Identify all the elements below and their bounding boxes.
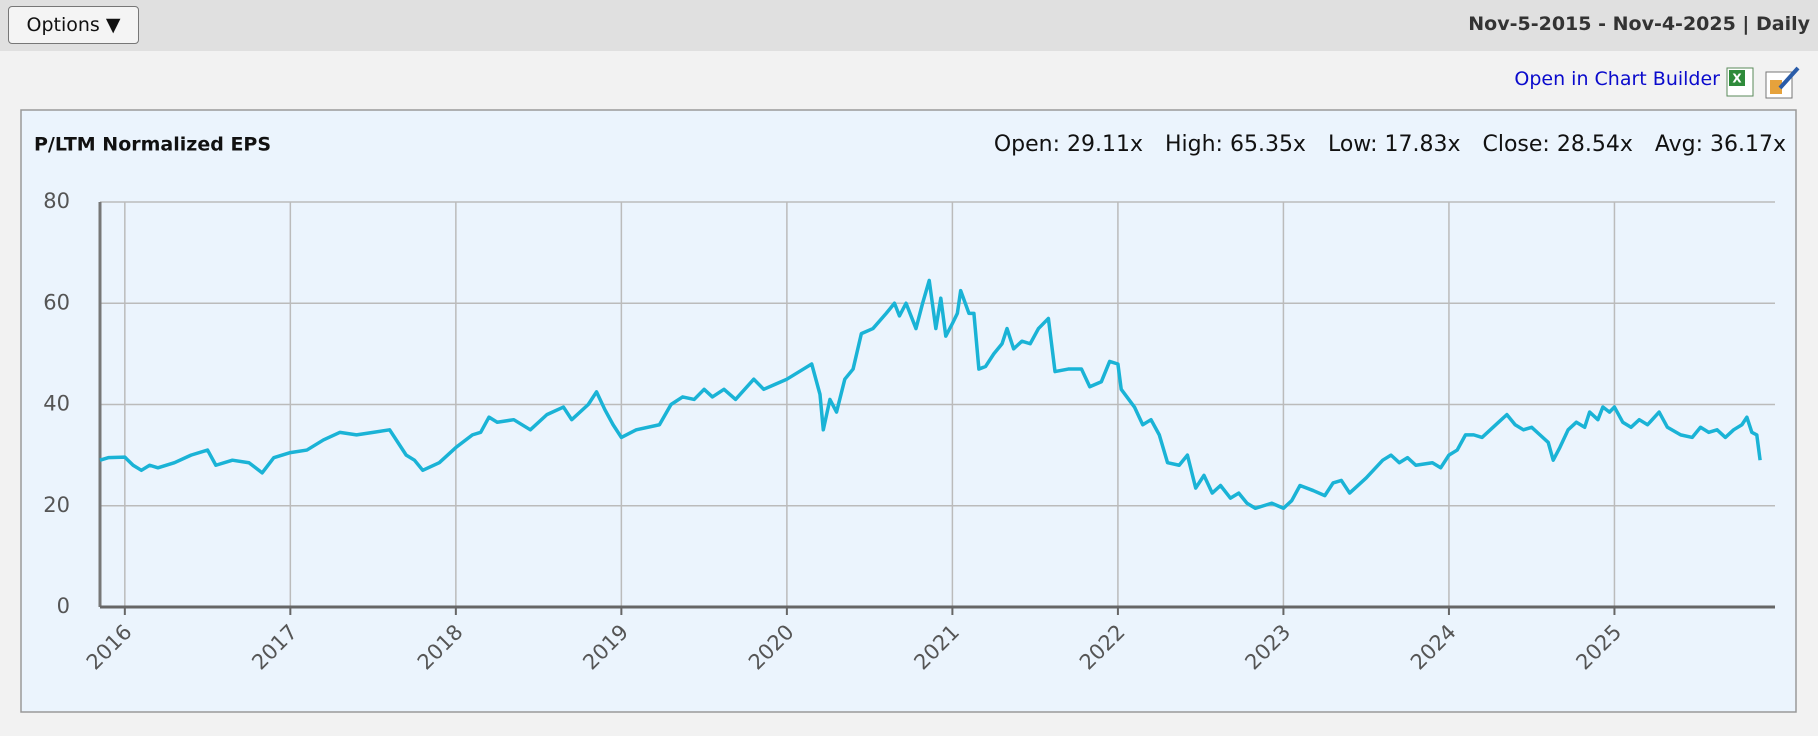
chart-box (20, 109, 1797, 713)
y-tick-label: 20 (43, 493, 70, 517)
date-range: Nov-5-2015 - Nov-4-2025 | Daily (1468, 13, 1810, 35)
stat: Avg: 36.17x (1655, 132, 1786, 157)
chart-edit-icon[interactable] (1765, 66, 1800, 99)
stat: Open: 29.11x (994, 132, 1143, 157)
y-tick-label: 0 (57, 594, 70, 618)
chart-builder-link[interactable]: Open in Chart Builder (1514, 68, 1720, 90)
series-line (99, 278, 1762, 511)
chart-title: P/LTM Normalized EPS (34, 134, 271, 156)
svg-text:X: X (1732, 72, 1742, 86)
y-tick-label: 60 (43, 290, 70, 314)
y-tick-label: 40 (43, 392, 70, 416)
options-button[interactable]: Options ▼ (8, 6, 139, 44)
excel-icon[interactable]: X (1726, 67, 1754, 97)
stats: Open: 29.11x High: 65.35x Low: 17.83x Close… (994, 132, 1786, 157)
stat: Close: 28.54x (1483, 132, 1633, 157)
stat: High: 65.35x (1165, 132, 1306, 157)
y-tick-label: 80 (43, 189, 70, 213)
toolbar: Options ▼ Nov-5-2015 - Nov-4-2025 | Dail… (0, 0, 1818, 51)
stat: Low: 17.83x (1328, 132, 1461, 157)
